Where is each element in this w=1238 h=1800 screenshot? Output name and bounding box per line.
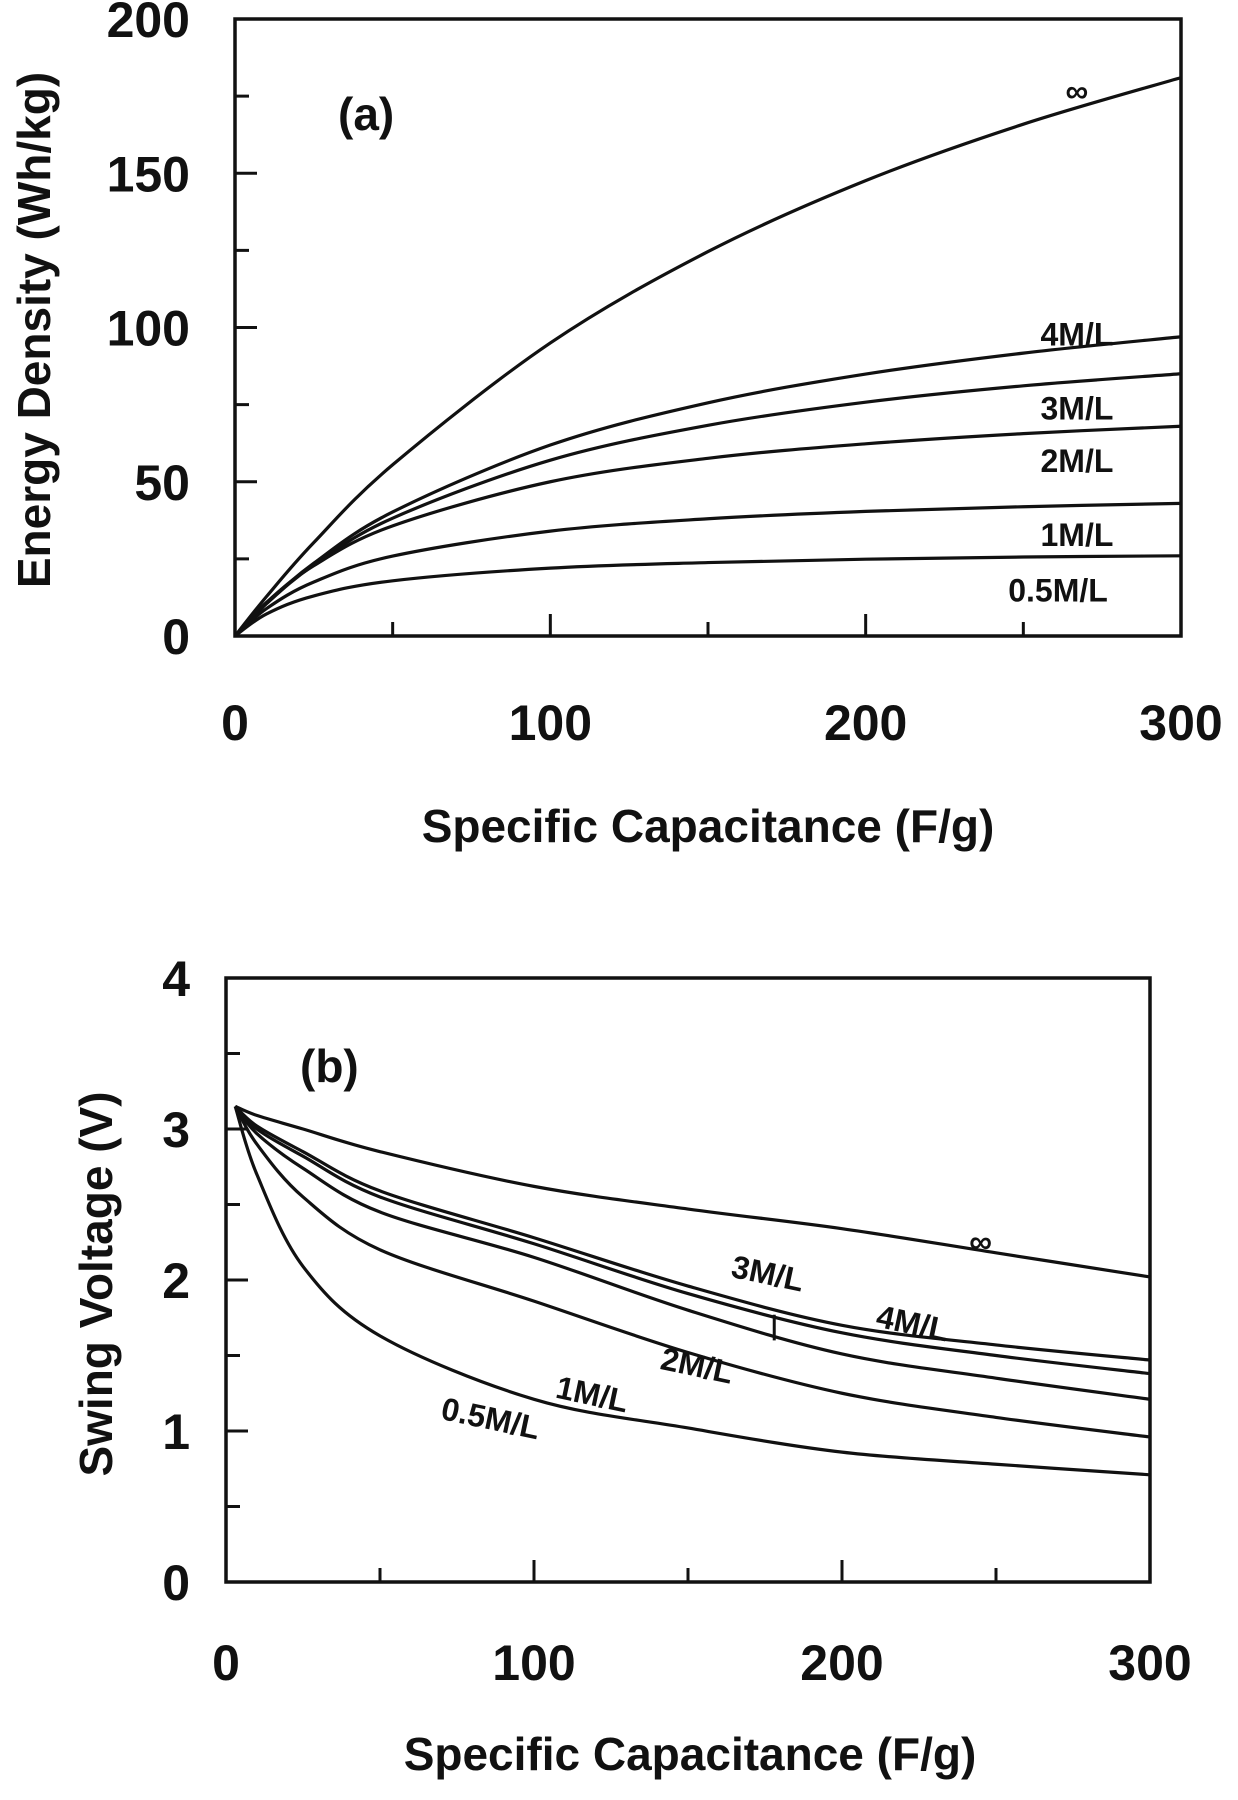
series-label: 1M/L [1040, 517, 1113, 553]
chart-panel-b: (b) Specific Capacitance (F/g) Swing Vol… [70, 951, 1192, 1780]
plot-frame-b [224, 976, 1152, 1584]
series-line-4M/L [234, 1105, 1151, 1362]
y-tick-label: 100 [107, 301, 190, 357]
series-label: 3M/L [1040, 391, 1113, 427]
series-label: ∞ [1066, 73, 1089, 109]
x-tick-label: 0 [221, 695, 249, 751]
x-axis-label-b: Specific Capacitance (F/g) [404, 1728, 977, 1780]
series-line-0.5M/L [234, 554, 1182, 638]
panel-label-b: (b) [300, 1040, 359, 1092]
y-tick-label: 4 [162, 951, 190, 1007]
panel-label-a: (a) [338, 88, 394, 140]
series-line-0.5M/L [233, 1105, 1151, 1477]
y-tick-label: 3 [162, 1102, 190, 1158]
chart-panel-a: (a) Specific Capacitance (F/g) Energy De… [8, 0, 1223, 852]
x-tick-label: 200 [800, 1635, 883, 1691]
y-tick-label: 2 [162, 1253, 190, 1309]
series-line-1M/L [233, 1105, 1151, 1439]
series-line-2M/L [233, 1105, 1151, 1401]
y-tick-label: 0 [162, 1555, 190, 1611]
series-line-1M/L [233, 501, 1182, 638]
x-tick-label: 300 [1108, 1635, 1191, 1691]
series-line-2M/L [233, 424, 1182, 638]
y-axis-label-a: Energy Density (Wh/kg) [8, 72, 60, 588]
y-tick-label: 50 [134, 455, 190, 511]
series-line-∞ [234, 1104, 1151, 1279]
x-tick-label: 100 [509, 695, 592, 751]
y-tick-label: 150 [107, 146, 190, 202]
series-label: 3M/L [728, 1248, 807, 1298]
x-tick-label: 300 [1139, 695, 1222, 751]
series-label: 4M/L [1040, 317, 1113, 353]
y-tick-label: 1 [162, 1404, 190, 1460]
series-line-3M/L [234, 1105, 1151, 1376]
series-label: ∞ [969, 1224, 992, 1260]
y-tick-label: 200 [107, 0, 190, 48]
x-tick-label: 0 [212, 1635, 240, 1691]
x-tick-label: 200 [824, 695, 907, 751]
y-tick-label: 0 [162, 609, 190, 665]
y-axis-label-b: Swing Voltage (V) [70, 1091, 122, 1476]
series-label: 0.5M/L [1008, 573, 1108, 609]
x-axis-label-a: Specific Capacitance (F/g) [422, 800, 995, 852]
series-label: 2M/L [1040, 443, 1113, 479]
x-tick-label: 100 [492, 1635, 575, 1691]
series-line-∞ [233, 76, 1182, 637]
